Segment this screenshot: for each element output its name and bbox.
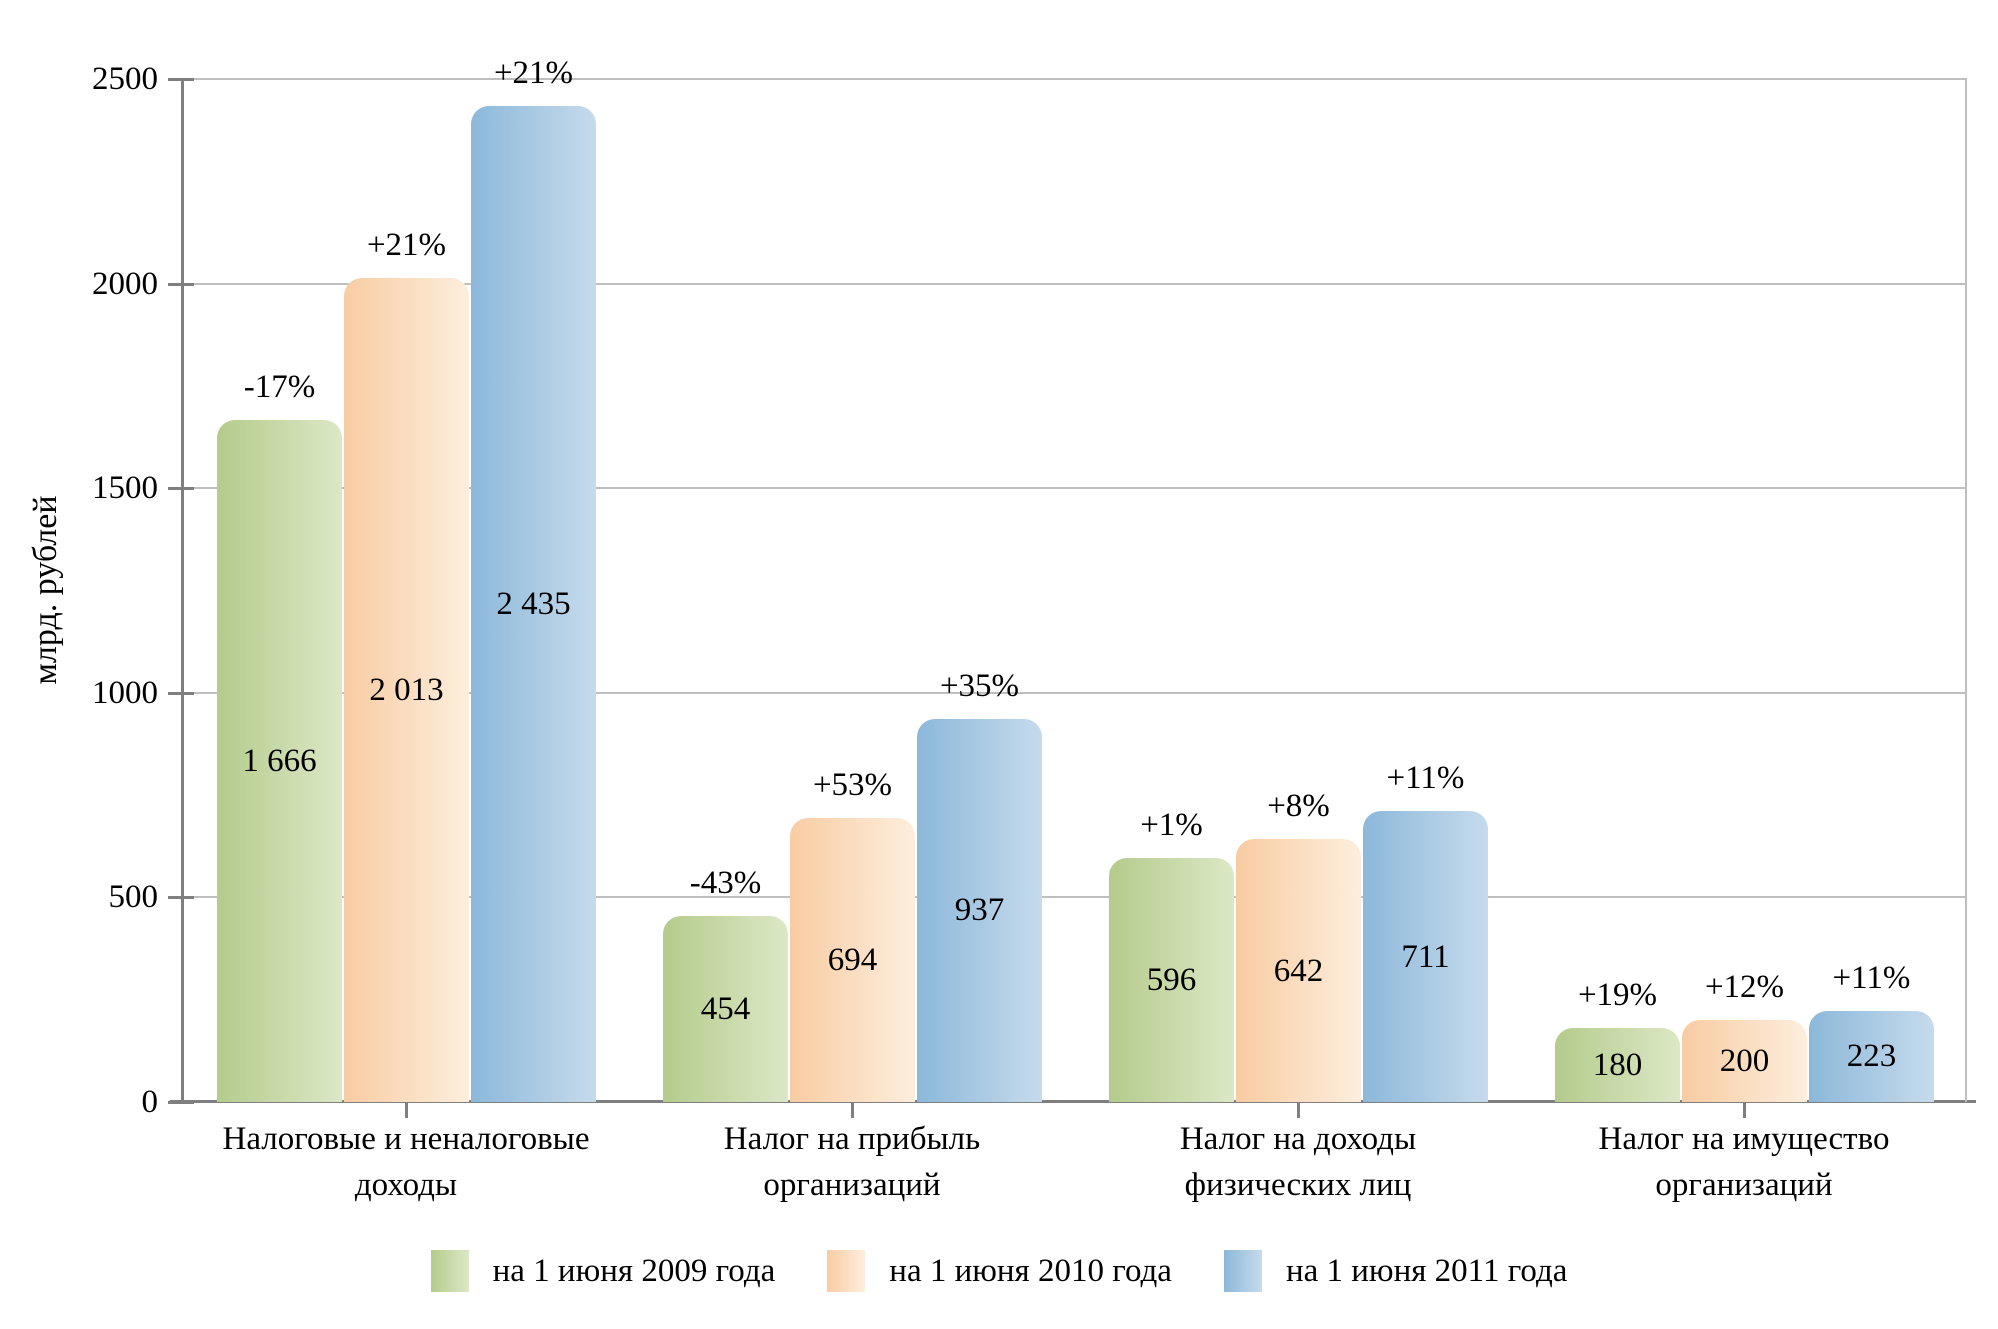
bar-value-label: 223	[1846, 1038, 1897, 1075]
bar-pct-label: +21%	[493, 54, 574, 91]
bar-value-label: 642	[1273, 952, 1324, 989]
x-tick	[851, 1102, 854, 1118]
plot-right-border	[1965, 79, 1967, 1102]
bar-value-label: 180	[1592, 1047, 1643, 1084]
bar-pct-label: +11%	[1386, 760, 1465, 797]
legend-swatch	[430, 1250, 469, 1292]
y-gridline	[183, 78, 1967, 80]
legend-item: на 1 июня 2009 года	[430, 1250, 776, 1292]
bar-value-label: 454	[700, 991, 751, 1028]
bar	[1809, 1010, 1934, 1102]
category-label: Налог на доходы физических лиц	[1179, 1121, 1417, 1203]
bar-value-label: 1 666	[242, 743, 317, 780]
bar-pct-label: +12%	[1704, 969, 1785, 1006]
x-tick	[1743, 1102, 1746, 1118]
bar	[663, 916, 788, 1102]
bar-pct-label: +35%	[939, 667, 1020, 704]
y-tick-label: 2000	[92, 265, 158, 302]
y-tick-label: 0	[141, 1084, 159, 1120]
bar-pct-label: -43%	[689, 865, 762, 902]
bar	[917, 718, 1042, 1102]
bar	[790, 818, 915, 1102]
bar-value-label: 2 013	[369, 672, 444, 709]
y-gridline	[183, 896, 1967, 899]
y-gridline	[183, 487, 1967, 490]
y-gridline	[183, 691, 1967, 694]
y-tick-label: 2500	[92, 61, 158, 97]
bar-pct-label: +53%	[812, 767, 893, 803]
bar-value-label: 2 435	[496, 585, 571, 622]
bar-pct-label: +8%	[1267, 788, 1330, 825]
legend-swatch	[1223, 1250, 1262, 1292]
bar-value-label: 694	[827, 942, 878, 978]
x-tick	[1297, 1102, 1300, 1118]
legend-label: на 1 июня 2011 года	[1285, 1253, 1568, 1289]
bar-value-label: 200	[1719, 1043, 1770, 1080]
bar	[1236, 839, 1361, 1102]
y-axis-line	[181, 79, 184, 1102]
x-tick	[405, 1102, 408, 1118]
bar-value-label: 711	[1401, 938, 1450, 975]
bar-value-label: 596	[1146, 962, 1197, 999]
y-tick-label: 500	[108, 879, 159, 916]
bar-pct-label: +19%	[1577, 977, 1658, 1014]
legend-item: на 1 июня 2011 года	[1223, 1250, 1568, 1292]
bar	[217, 420, 342, 1102]
bar-value-label: 937	[954, 892, 1005, 929]
x-axis-line	[170, 1100, 1976, 1103]
bar	[344, 278, 469, 1102]
bar	[1363, 811, 1488, 1102]
legend-label: на 1 июня 2010 года	[889, 1253, 1172, 1289]
bar	[471, 105, 596, 1102]
bar	[1109, 858, 1234, 1102]
legend-swatch	[827, 1250, 866, 1292]
legend: на 1 июня 2009 года на 1 июня 2010 года на…	[0, 1246, 1998, 1296]
legend-label: на 1 июня 2009 года	[492, 1253, 776, 1289]
category-label: Налог на прибыль организаций	[723, 1121, 981, 1203]
y-axis-title: млрд. рублей	[27, 495, 64, 685]
bar	[1682, 1020, 1807, 1102]
legend-item: на 1 июня 2010 года	[827, 1250, 1172, 1292]
category-label: Налоговые и неналоговые доходы	[222, 1121, 590, 1203]
bar-pct-label: +11%	[1832, 959, 1911, 996]
bar-pct-label: -17%	[243, 369, 316, 406]
bar-pct-label: +21%	[366, 227, 447, 264]
y-tick-label: 1500	[92, 470, 158, 507]
y-tick-label: 1000	[92, 674, 158, 711]
bar	[1555, 1028, 1680, 1102]
category-label: Налог на имущество организаций	[1598, 1121, 1890, 1203]
y-gridline	[183, 282, 1967, 285]
bar-pct-label: +1%	[1140, 807, 1203, 844]
